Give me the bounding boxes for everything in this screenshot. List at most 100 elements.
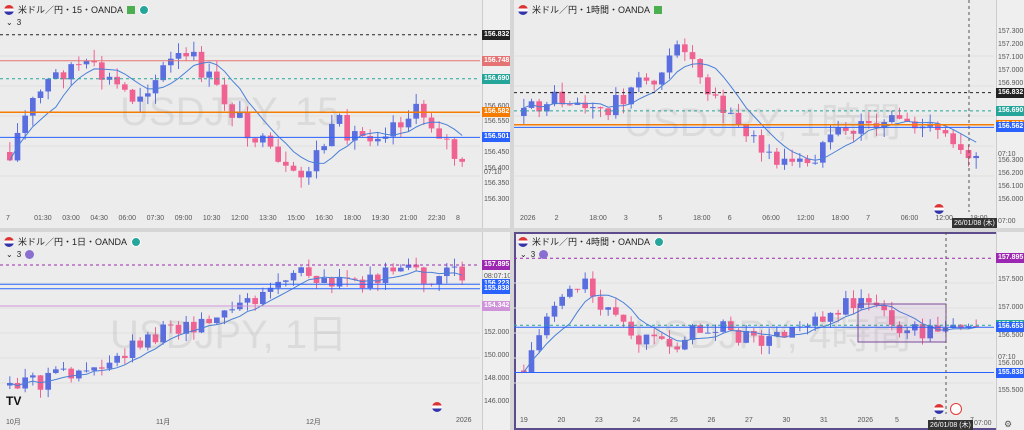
candle-body bbox=[206, 318, 212, 324]
price-tag[interactable]: 156.748 bbox=[482, 55, 510, 66]
y-tick-label: 157.200 bbox=[998, 41, 1024, 49]
event-flag-icon[interactable] bbox=[432, 402, 442, 412]
visibility-icon[interactable] bbox=[25, 250, 35, 259]
x-tick-label: 26 bbox=[707, 417, 716, 424]
candle-body bbox=[674, 346, 680, 350]
price-tag[interactable]: 157.895 bbox=[482, 259, 510, 270]
indicator-legend[interactable]: ⌄ 3 bbox=[6, 18, 21, 27]
candle-body bbox=[942, 130, 949, 134]
x-tick-label: 10月 bbox=[6, 419, 21, 426]
event-flag-icon[interactable] bbox=[934, 404, 944, 414]
price-tag[interactable]: 156.562 bbox=[996, 122, 1024, 133]
price-tag[interactable]: 156.690 bbox=[482, 73, 510, 84]
price-plot-15m[interactable] bbox=[0, 0, 480, 212]
candle-body bbox=[950, 133, 956, 145]
chart-title[interactable]: 米ドル／円・4時間・OANDA bbox=[532, 237, 651, 247]
candle-body bbox=[896, 115, 903, 119]
chart-pane-15m[interactable]: USDJPY, 15 米ドル／円・15・OANDA ⌄ 3 156.832156… bbox=[0, 0, 510, 228]
candle-body bbox=[53, 72, 59, 79]
candle-body bbox=[206, 71, 212, 78]
candle-body bbox=[375, 274, 381, 284]
chevron-down-icon[interactable]: ⌄ bbox=[6, 18, 13, 27]
price-tag[interactable]: 155.838 bbox=[482, 283, 510, 294]
y-tick-label: 152.000 bbox=[484, 329, 510, 336]
candle-body bbox=[145, 93, 151, 97]
candle-body bbox=[68, 368, 74, 379]
price-tag[interactable]: 156.653 bbox=[996, 322, 1024, 333]
x-tick-label: 09:00 bbox=[174, 215, 193, 222]
price-plot-4h[interactable] bbox=[514, 232, 994, 414]
candle-body bbox=[306, 171, 312, 178]
candle-body bbox=[275, 146, 281, 162]
candle-body bbox=[252, 138, 258, 143]
x-tick-label: 31 bbox=[820, 417, 828, 424]
x-tick-label: 06:00 bbox=[118, 215, 137, 222]
candle-body bbox=[720, 321, 726, 332]
candle-body bbox=[137, 96, 143, 102]
candle-body bbox=[689, 52, 696, 60]
candle-body bbox=[191, 321, 197, 333]
y-tick-label: 156.450 bbox=[484, 149, 510, 157]
y-tick-label: 156.000 bbox=[998, 359, 1024, 367]
candle-body bbox=[122, 84, 128, 90]
chart-pane-4h[interactable]: USDJPY, 4時間 米ドル／円・4時間・OANDA ⌄ 3 157.8951… bbox=[514, 232, 1024, 430]
tradingview-logo-icon: TV bbox=[6, 394, 22, 408]
candle-body bbox=[743, 331, 749, 343]
candle-body bbox=[559, 91, 565, 105]
candle-body bbox=[183, 321, 189, 334]
candle-body bbox=[436, 276, 442, 285]
chart-title[interactable]: 米ドル／円・1日・OANDA bbox=[18, 237, 128, 247]
candle-body bbox=[973, 155, 979, 159]
price-tag[interactable]: 154.342 bbox=[482, 300, 510, 311]
candle-body bbox=[413, 103, 419, 119]
chart-title[interactable]: 米ドル／円・1時間・OANDA bbox=[532, 5, 651, 15]
candle-body bbox=[244, 298, 251, 303]
chevron-down-icon[interactable]: ⌄ bbox=[6, 250, 13, 259]
chevron-down-icon[interactable]: ⌄ bbox=[520, 250, 527, 259]
candle-body bbox=[267, 287, 274, 292]
price-plot-1h[interactable] bbox=[514, 0, 994, 212]
candle-body bbox=[229, 104, 235, 118]
price-tag[interactable]: 155.838 bbox=[996, 367, 1024, 378]
candle-body bbox=[436, 128, 442, 139]
cursor-date-label: 26/01/08 (木) bbox=[928, 420, 973, 430]
candle-body bbox=[781, 331, 788, 338]
candle-body bbox=[674, 44, 680, 56]
candle-body bbox=[827, 134, 834, 143]
indicator-legend[interactable]: ⌄ 3 bbox=[520, 250, 549, 259]
y-tick-label: 156.000 bbox=[998, 195, 1024, 203]
y-tick-label: 07:10 bbox=[998, 354, 1016, 361]
x-tick-label: 18:00 bbox=[343, 215, 362, 222]
chart-pane-1h[interactable]: USDJPY, 1時間 米ドル／円・1時間・OANDA 157.300 157.2… bbox=[514, 0, 1024, 228]
market-status-icon bbox=[131, 236, 142, 247]
price-plot-1d[interactable] bbox=[0, 232, 480, 414]
candle-body bbox=[973, 326, 979, 328]
price-tag[interactable]: 156.832 bbox=[996, 87, 1024, 98]
candle-body bbox=[567, 288, 573, 297]
candle-body bbox=[321, 278, 327, 283]
indicator-legend[interactable]: ⌄ 3 bbox=[6, 250, 35, 259]
price-tag[interactable]: 156.832 bbox=[482, 29, 510, 40]
candle-body bbox=[835, 312, 841, 315]
candle-body bbox=[129, 340, 136, 359]
event-flag-icon[interactable] bbox=[934, 204, 944, 214]
chart-pane-1d[interactable]: USDJPY, 1日 米ドル／円・1日・OANDA ⌄ 3 157.89508:… bbox=[0, 232, 510, 430]
candle-body bbox=[751, 331, 757, 336]
y-tick-label: 148.000 bbox=[484, 375, 510, 383]
candle-body bbox=[221, 84, 228, 105]
price-tag[interactable]: 156.690 bbox=[996, 105, 1024, 116]
price-tag[interactable]: 156.501 bbox=[482, 132, 510, 143]
record-icon[interactable] bbox=[950, 403, 962, 415]
candle-body bbox=[551, 91, 558, 105]
candle-body bbox=[252, 298, 258, 305]
gear-icon[interactable]: ⚙ bbox=[1004, 419, 1013, 429]
candle-body bbox=[666, 338, 673, 347]
x-tick-label: 04:30 bbox=[90, 215, 108, 222]
price-tag[interactable]: 156.582 bbox=[482, 107, 510, 118]
y-tick-label: 155.500 bbox=[998, 387, 1024, 395]
candle-body bbox=[697, 325, 703, 333]
candle-body bbox=[896, 324, 903, 334]
visibility-icon[interactable] bbox=[539, 250, 549, 259]
chart-title[interactable]: 米ドル／円・15・OANDA bbox=[18, 5, 124, 15]
price-tag[interactable]: 157.895 bbox=[996, 253, 1024, 264]
